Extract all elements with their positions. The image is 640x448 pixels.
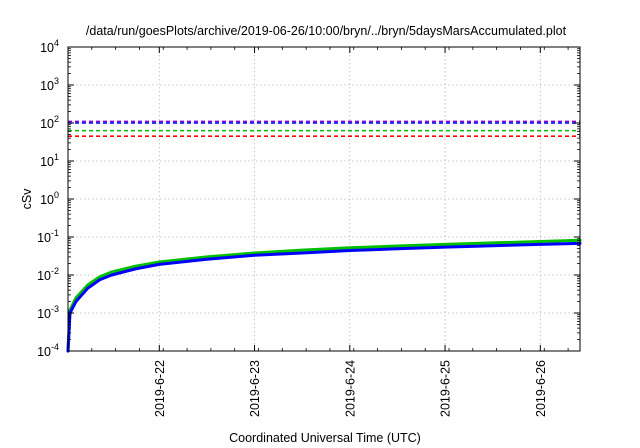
data-series — [66, 238, 582, 353]
y-tick-label: 102 — [40, 114, 59, 131]
y-tick-label: 10-3 — [37, 304, 59, 321]
x-tick-label: 2019-6-25 — [439, 360, 453, 417]
y-tick-label: 10-2 — [37, 266, 59, 283]
chart-title: /data/run/goesPlots/archive/2019-06-26/1… — [86, 24, 567, 38]
series-line — [66, 238, 582, 353]
y-tick-label: 104 — [40, 38, 59, 55]
x-tick-label: 2019-6-22 — [153, 360, 167, 417]
y-tick-label: 10-4 — [37, 342, 59, 359]
threshold-lines — [68, 120, 580, 137]
x-axis-label: Coordinated Universal Time (UTC) — [229, 431, 421, 445]
x-tick-label: 2019-6-24 — [343, 360, 357, 417]
y-axis-label: cSv — [20, 188, 34, 210]
series-line — [66, 241, 582, 353]
y-tick-label: 100 — [40, 190, 59, 207]
y-tick-label: 103 — [40, 76, 59, 93]
axis-ticks: 10-4 10-3 10-2 10-1 100 101 102 103 104 2019-6-22… — [37, 38, 580, 417]
grid — [68, 47, 580, 351]
y-tick-label: 101 — [40, 152, 59, 169]
x-tick-label: 2019-6-26 — [534, 360, 548, 417]
x-tick-label: 2019-6-23 — [248, 360, 262, 417]
y-tick-label: 10-1 — [37, 228, 59, 245]
